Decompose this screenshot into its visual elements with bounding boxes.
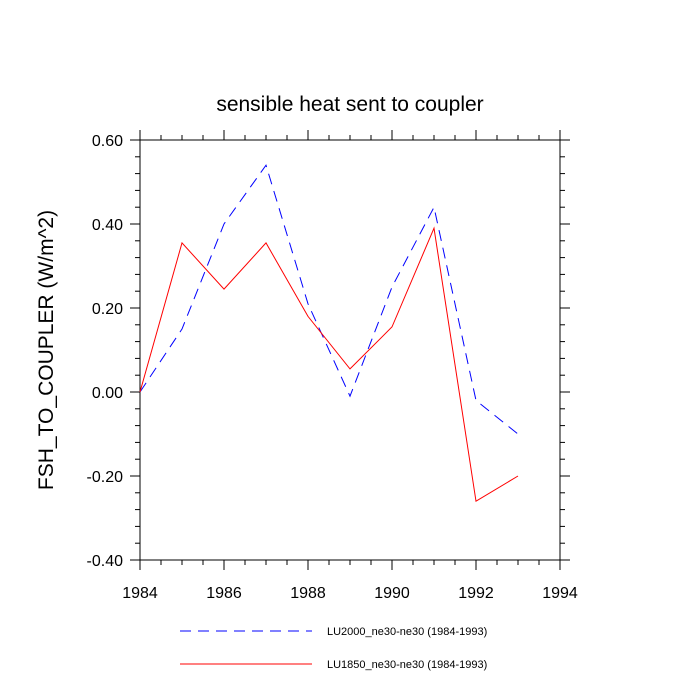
x-tick-label: 1990 — [374, 585, 410, 602]
y-tick-label: 0.00 — [92, 385, 123, 402]
legend-label-series-0: LU2000_ne30-ne30 (1984-1993) — [327, 626, 487, 638]
series-line-0 — [139, 164, 519, 435]
y-tick-label: 0.60 — [92, 133, 123, 150]
series-line-1 — [139, 226, 519, 503]
x-tick-label: 1992 — [458, 585, 494, 602]
legend-label-series-1: LU1850_ne30-ne30 (1984-1993) — [327, 659, 487, 671]
major-ticks — [130, 130, 570, 570]
legend: LU2000_ne30-ne30 (1984-1993) LU1850_ne30… — [180, 626, 487, 671]
x-tick-labels: 1984 1986 1988 1990 1992 1994 — [122, 585, 578, 602]
y-tick-label: -0.20 — [87, 469, 124, 486]
x-tick-label: 1988 — [290, 585, 326, 602]
y-tick-label: 0.20 — [92, 301, 123, 318]
y-tick-label: 0.40 — [92, 217, 123, 234]
x-tick-label: 1984 — [122, 585, 158, 602]
plot-frame — [139, 139, 561, 561]
x-tick-label: 1994 — [542, 585, 578, 602]
y-tick-labels: -0.40 -0.20 0.00 0.20 0.40 0.60 — [87, 133, 124, 570]
minor-ticks — [135, 135, 565, 565]
y-axis-label: FSH_TO_COUPLER (W/m^2) — [35, 210, 58, 490]
series-lines — [139, 164, 519, 503]
y-tick-label: -0.40 — [87, 553, 124, 570]
chart-title: sensible heat sent to coupler — [216, 93, 483, 116]
x-tick-label: 1986 — [206, 585, 242, 602]
